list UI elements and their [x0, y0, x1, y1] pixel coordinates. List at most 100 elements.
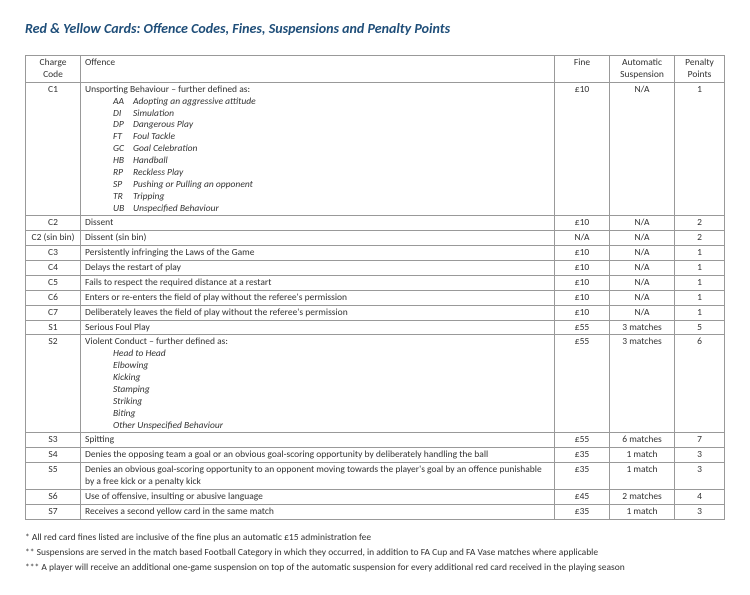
cell-offence: Denies the opposing team a goal or an ob…: [81, 448, 555, 463]
cell-fine: £45: [555, 489, 610, 504]
footnotes: * All red card fines listed are inclusiv…: [25, 530, 725, 576]
cell-suspension: N/A: [610, 261, 675, 276]
cell-fine: £10: [555, 275, 610, 290]
page-title: Red & Yellow Cards: Offence Codes, Fines…: [25, 20, 725, 37]
offence-subitem: RPReckless Play: [85, 167, 550, 179]
cell-fine: £55: [555, 433, 610, 448]
table-row: S6Use of offensive, insulting or abusive…: [26, 489, 725, 504]
cell-code: C4: [26, 261, 81, 276]
cell-offence: Serious Foul Play: [81, 320, 555, 335]
cell-offence: Denies an obvious goal-scoring opportuni…: [81, 463, 555, 490]
header-offence: Offence: [81, 56, 555, 83]
cell-code: S4: [26, 448, 81, 463]
cell-code: S5: [26, 463, 81, 490]
cell-fine: £55: [555, 320, 610, 335]
cell-offence: Deliberately leaves the field of play wi…: [81, 305, 555, 320]
offence-subitem: Stamping: [85, 384, 550, 396]
cell-suspension: 3 matches: [610, 335, 675, 433]
cell-points: 1: [675, 261, 725, 276]
cell-points: 3: [675, 448, 725, 463]
cell-offence: Persistently infringing the Laws of the …: [81, 246, 555, 261]
table-row: C6Enters or re-enters the field of play …: [26, 290, 725, 305]
cell-offence: Delays the restart of play: [81, 261, 555, 276]
cell-fine: £35: [555, 448, 610, 463]
cell-fine: £10: [555, 290, 610, 305]
cell-fine: N/A: [555, 231, 610, 246]
table-row: C7Deliberately leaves the field of play …: [26, 305, 725, 320]
cell-suspension: N/A: [610, 290, 675, 305]
offence-table: Charge Code Offence Fine Automatic Suspe…: [25, 55, 725, 520]
cell-suspension: 2 matches: [610, 489, 675, 504]
cell-fine: £35: [555, 463, 610, 490]
cell-suspension: 1 match: [610, 504, 675, 519]
cell-points: 1: [675, 290, 725, 305]
cell-points: 1: [675, 275, 725, 290]
footnote-line: *** A player will receive an additional …: [25, 560, 725, 575]
header-row: Charge Code Offence Fine Automatic Suspe…: [26, 56, 725, 83]
table-row: S4Denies the opposing team a goal or an …: [26, 448, 725, 463]
header-suspension: Automatic Suspension: [610, 56, 675, 83]
table-row: C2 (sin bin)Dissent (sin bin)N/AN/A2: [26, 231, 725, 246]
cell-offence: Use of offensive, insulting or abusive l…: [81, 489, 555, 504]
cell-suspension: 1 match: [610, 463, 675, 490]
cell-offence: Unsporting Behaviour – further defined a…: [81, 82, 555, 216]
cell-suspension: N/A: [610, 246, 675, 261]
cell-suspension: 1 match: [610, 448, 675, 463]
cell-offence: Violent Conduct – further defined as:Hea…: [81, 335, 555, 433]
table-row: S2Violent Conduct – further defined as:H…: [26, 335, 725, 433]
table-row: C5Fails to respect the required distance…: [26, 275, 725, 290]
cell-points: 1: [675, 82, 725, 216]
footnote-line: * All red card fines listed are inclusiv…: [25, 530, 725, 545]
table-row: S1Serious Foul Play£553 matches5: [26, 320, 725, 335]
cell-code: S7: [26, 504, 81, 519]
table-row: C1Unsporting Behaviour – further defined…: [26, 82, 725, 216]
cell-code: S1: [26, 320, 81, 335]
cell-fine: £35: [555, 504, 610, 519]
cell-suspension: 6 matches: [610, 433, 675, 448]
header-fine: Fine: [555, 56, 610, 83]
cell-code: C7: [26, 305, 81, 320]
cell-code: C3: [26, 246, 81, 261]
cell-fine: £10: [555, 82, 610, 216]
cell-points: 1: [675, 305, 725, 320]
cell-code: C1: [26, 82, 81, 216]
offence-subitem: Head to Head: [85, 348, 550, 360]
cell-suspension: N/A: [610, 231, 675, 246]
table-row: S3Spitting£556 matches7: [26, 433, 725, 448]
cell-suspension: 3 matches: [610, 320, 675, 335]
cell-offence: Dissent (sin bin): [81, 231, 555, 246]
offence-subitem: Striking: [85, 396, 550, 408]
cell-offence: Enters or re-enters the field of play wi…: [81, 290, 555, 305]
offence-subitem: Biting: [85, 408, 550, 420]
offence-subitem: SPPushing or Pulling an opponent: [85, 179, 550, 191]
cell-points: 1: [675, 246, 725, 261]
cell-fine: £10: [555, 305, 610, 320]
cell-points: 3: [675, 504, 725, 519]
cell-fine: £10: [555, 261, 610, 276]
offence-subitem: TRTripping: [85, 191, 550, 203]
cell-points: 7: [675, 433, 725, 448]
cell-suspension: N/A: [610, 82, 675, 216]
footnote-line: ** Suspensions are served in the match b…: [25, 545, 725, 560]
table-row: C3Persistently infringing the Laws of th…: [26, 246, 725, 261]
cell-points: 6: [675, 335, 725, 433]
cell-points: 2: [675, 216, 725, 231]
cell-suspension: N/A: [610, 275, 675, 290]
table-row: C2Dissent£10N/A2: [26, 216, 725, 231]
offence-subitem: AAAdopting an aggressive attitude: [85, 96, 550, 108]
cell-code: C5: [26, 275, 81, 290]
cell-suspension: N/A: [610, 216, 675, 231]
cell-fine: £10: [555, 246, 610, 261]
cell-code: S2: [26, 335, 81, 433]
cell-offence: Fails to respect the required distance a…: [81, 275, 555, 290]
cell-suspension: N/A: [610, 305, 675, 320]
cell-code: S6: [26, 489, 81, 504]
table-row: S7Receives a second yellow card in the s…: [26, 504, 725, 519]
cell-points: 5: [675, 320, 725, 335]
offence-subitem: Other Unspecified Behaviour: [85, 420, 550, 432]
offence-subitem: UBUnspecified Behaviour: [85, 203, 550, 215]
cell-code: C2 (sin bin): [26, 231, 81, 246]
offence-subitem: Kicking: [85, 372, 550, 384]
cell-code: C6: [26, 290, 81, 305]
table-row: S5Denies an obvious goal-scoring opportu…: [26, 463, 725, 490]
